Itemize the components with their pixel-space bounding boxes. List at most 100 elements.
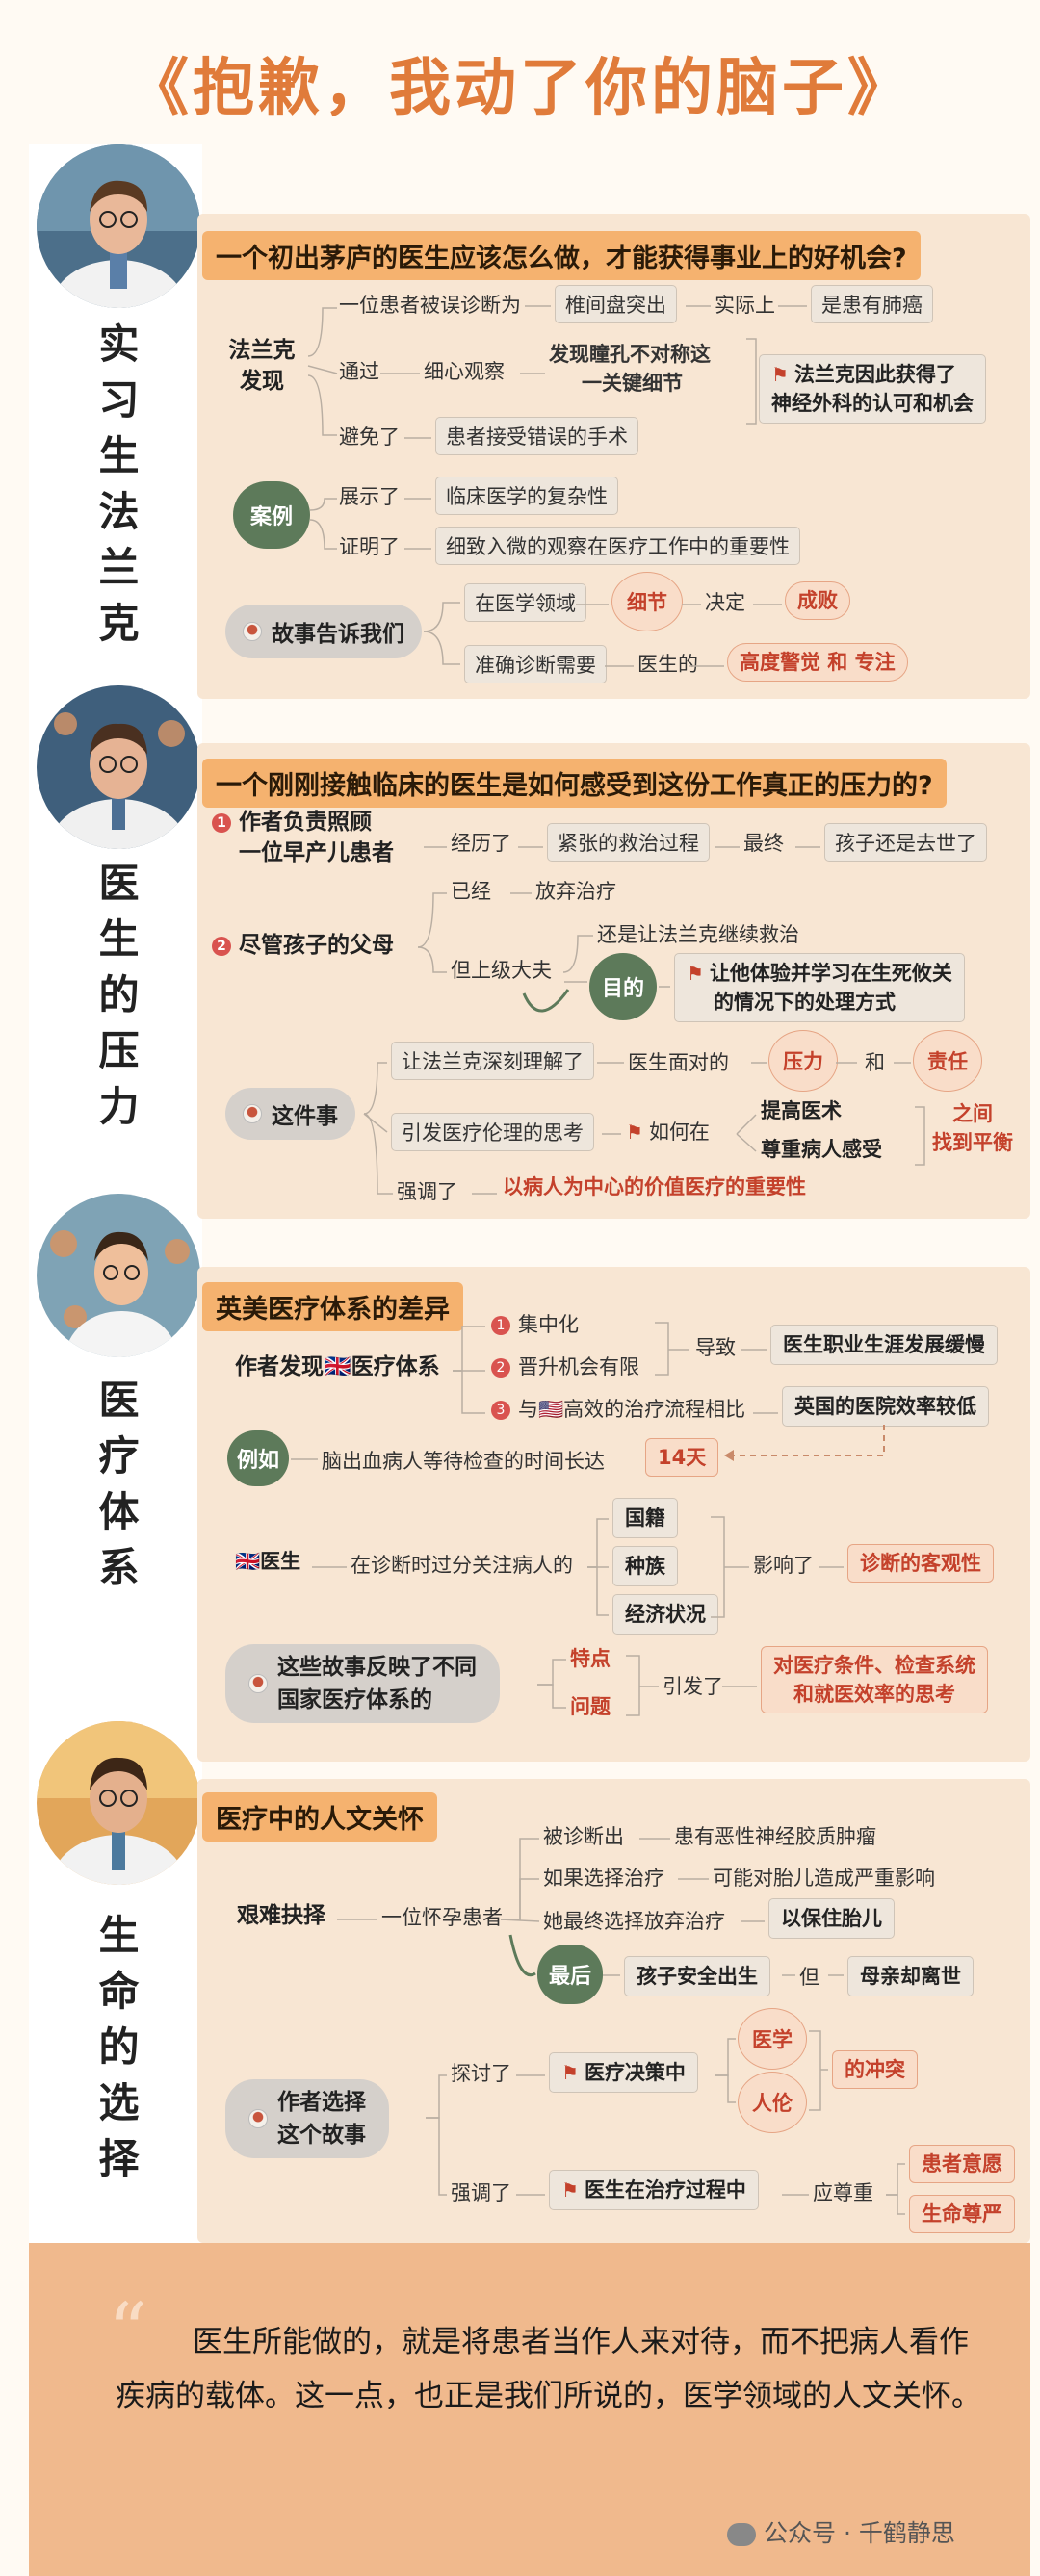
number-1-icon: 1 (212, 812, 231, 833)
s1-case-c: 证明了 (339, 535, 400, 558)
s2-p1-2: 一位早产儿患者 (239, 840, 394, 865)
footer-text: 公众号 · 千鹤静思 (764, 2519, 955, 2547)
s1-row2-b: 细心观察 (424, 360, 505, 383)
s3-f3-text: 与🇺🇸高效的治疗流程相比 (518, 1398, 746, 1421)
s1-s4: 成败 (785, 581, 850, 620)
s4-e8: 应尊重 (813, 2181, 873, 2204)
s4-h1-b: 患有恶性神经胶质肿瘤 (674, 1825, 876, 1848)
s1-s2: 细节 (611, 572, 683, 631)
s3-affect-r: 诊断的客观性 (847, 1544, 994, 1583)
s3-d1: 国籍 (612, 1498, 678, 1538)
s4-e9: 患者意愿 (909, 2145, 1015, 2183)
s2-p1-b: 紧张的救治过程 (547, 823, 710, 862)
flag-icon: ⚑ (561, 2061, 579, 2084)
s2-p2-a: 已经 (451, 880, 491, 903)
s2-t2: 医生面对的 (628, 1051, 729, 1074)
section1-heading-text: 实习生法兰克 (92, 322, 140, 657)
section4-question: 医疗中的人文关怀 (202, 1792, 437, 1842)
s2-purpose: ⚑ 让他体验并学习在生死攸关 的情况下的处理方式 (674, 953, 965, 1022)
s2-p1-a: 经历了 (451, 832, 511, 855)
s3-lead: 导致 (695, 1336, 736, 1359)
s3-prob: 问题 (570, 1695, 611, 1718)
s1-s6: 医生的 (637, 653, 698, 676)
s2-t7: ⚑ 如何在 (626, 1117, 710, 1146)
s4-e4: 人伦 (738, 2072, 807, 2133)
s1-row2-c2: 一关键细节 (582, 372, 683, 395)
avatar-frank (37, 144, 200, 308)
last-badge: 最后 (537, 1945, 603, 2004)
s4-h2-a: 如果选择治疗 (543, 1867, 664, 1890)
purpose-badge: 目的 (589, 953, 657, 1020)
section1-heading: 实习生法兰克 (77, 322, 154, 657)
s4-l3: 母亲却离世 (847, 1956, 974, 1996)
s4-patient: 一位怀孕患者 (381, 1906, 503, 1929)
number-2-icon: 2 (491, 1358, 510, 1378)
quote-mark-icon: “ (108, 2286, 147, 2376)
flag-icon: ⚑ (626, 1121, 643, 1144)
s3-doc: 🇬🇧医生 (235, 1550, 301, 1573)
s4-e3: 医学 (738, 2008, 807, 2070)
section1-question: 一个初出茅庐的医生应该怎么做，才能获得事业上的好机会? (202, 231, 921, 280)
s2-thing: 这件事 (225, 1088, 355, 1140)
s1-row3-a: 避免了 (339, 425, 400, 449)
s2-t10: 之间 找到平衡 (932, 1099, 1013, 1157)
s3-d3: 经济状况 (612, 1594, 718, 1635)
s2-t3: 压力 (768, 1030, 838, 1092)
s3-doc-text: 在诊断时过分关注病人的 (351, 1554, 573, 1577)
s3-trig-2: 和就医效率的思考 (793, 1683, 955, 1706)
s4-e6: 强调了 (451, 2181, 511, 2204)
s4-l1: 孩子安全出生 (624, 1956, 770, 1996)
avatar-doctor-life (37, 1721, 200, 1885)
s2-p2-b: 放弃治疗 (535, 880, 616, 903)
case-badge: 案例 (233, 481, 310, 549)
s4-h2-b: 可能对胎儿造成严重影响 (713, 1867, 935, 1890)
number-1-icon: 1 (491, 1316, 510, 1335)
s1-row1-d: 是患有肺癌 (811, 285, 933, 323)
s3-summary-text: 这些故事反映了不同 国家医疗体系的 (277, 1651, 477, 1716)
section4-heading: 生命的选择 (77, 1914, 154, 2193)
brain-icon (248, 1674, 268, 1693)
flag-icon: ⚑ (687, 962, 704, 985)
number-3-icon: 3 (491, 1401, 510, 1420)
s2-t11: 强调了 (397, 1180, 457, 1203)
section2-heading-text: 医生的压力 (92, 862, 140, 1141)
s4-e1: 探讨了 (451, 2062, 511, 2085)
avatar-cartoon-doctor (37, 1194, 200, 1357)
s3-sum-2: 国家医疗体系的 (277, 1687, 432, 1713)
s2-t5: 责任 (913, 1030, 982, 1092)
s3-affect: 影响了 (753, 1554, 814, 1577)
s1-case-d: 细致入微的观察在医疗工作中的重要性 (435, 527, 800, 565)
s3-f3: 3 与🇺🇸高效的治疗流程相比 (491, 1394, 745, 1423)
s2-t9: 尊重病人感受 (761, 1138, 882, 1161)
section4-heading-text: 生命的选择 (92, 1914, 140, 2193)
s3-eg-days: 14天 (645, 1438, 719, 1477)
s1-s3: 决定 (705, 591, 745, 614)
flag-icon: ⚑ (771, 363, 789, 386)
s3-f1: 1 集中化 (491, 1309, 579, 1338)
s4-why-1: 作者选择 (277, 2090, 366, 2115)
example-badge: 例如 (227, 1430, 289, 1486)
s4-why: 作者选择 这个故事 (225, 2079, 389, 2158)
s2-t4: 和 (865, 1051, 885, 1074)
s2-t7-text: 如何在 (648, 1121, 710, 1144)
s1-result1: 法兰克因此获得了 (793, 363, 956, 386)
discover-label: 法兰克发现 (223, 335, 300, 397)
s3-trig: 引发了 (663, 1675, 723, 1698)
s2-p1-1: 作者负责照顾 (239, 810, 372, 835)
s1-result: ⚑ 法兰克因此获得了 神经外科的认可和机会 (759, 354, 986, 424)
s4-l2: 但 (799, 1966, 819, 1989)
s4-e2: ⚑ 医疗决策中 (549, 2052, 698, 2093)
section2-heading: 医生的压力 (77, 862, 154, 1141)
s4-hard: 艰难抉择 (237, 1903, 325, 1928)
section2-question: 一个刚刚接触临床的医生是如何感受到这份工作真正的压力的? (202, 759, 947, 808)
s4-e7: ⚑ 医生在治疗过程中 (549, 2170, 759, 2210)
s4-e5: 的冲突 (832, 2050, 918, 2089)
discover-label-text: 法兰克发现 (228, 338, 296, 394)
s2-purpose-2: 的情况下的处理方式 (714, 991, 896, 1014)
s3-summary: 这些故事反映了不同 国家医疗体系的 (225, 1644, 500, 1723)
s2-p1: 1 作者负责照顾 一位早产儿患者 (212, 807, 394, 868)
s1-row1-c: 实际上 (715, 294, 775, 317)
page-title: 《抱歉，我动了你的脑子》 (127, 53, 913, 124)
s2-thing-text: 这件事 (272, 1104, 338, 1129)
s3-feat: 特点 (570, 1647, 611, 1670)
